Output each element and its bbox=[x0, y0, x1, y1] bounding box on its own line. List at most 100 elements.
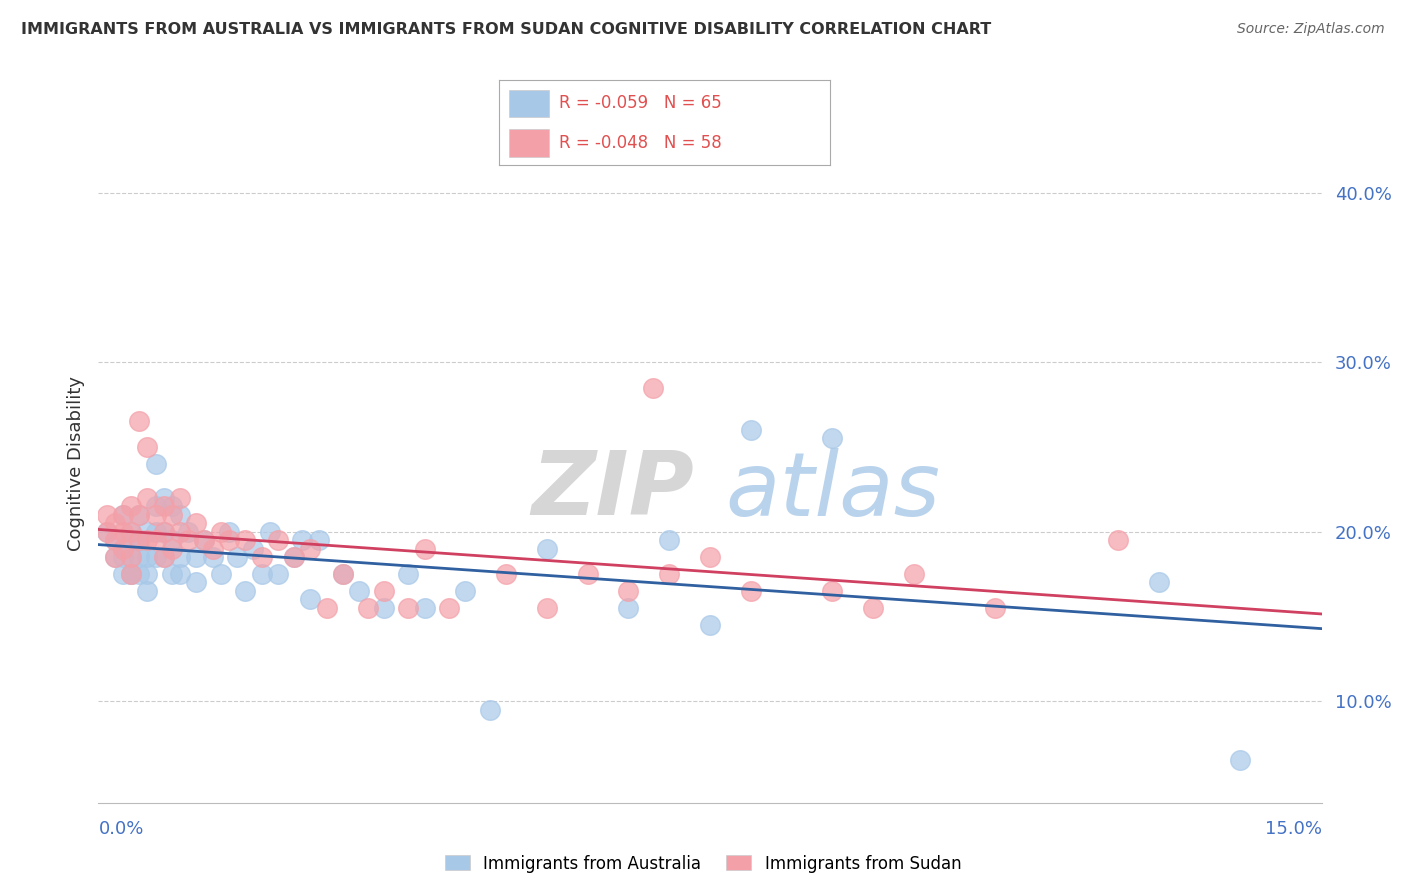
Point bbox=[699, 617, 721, 632]
Point bbox=[120, 549, 142, 565]
Point bbox=[699, 549, 721, 565]
Point bbox=[267, 567, 290, 582]
Point bbox=[111, 549, 134, 565]
Point bbox=[169, 549, 191, 565]
Point bbox=[186, 549, 208, 565]
Point bbox=[169, 567, 191, 582]
Text: R = -0.048   N = 58: R = -0.048 N = 58 bbox=[558, 134, 721, 152]
Point bbox=[160, 567, 183, 582]
Point bbox=[349, 583, 371, 598]
Point bbox=[250, 567, 273, 582]
Point bbox=[152, 524, 174, 539]
Point bbox=[396, 567, 419, 582]
Point bbox=[209, 524, 232, 539]
Point bbox=[145, 533, 167, 547]
Point bbox=[152, 500, 174, 514]
Point bbox=[193, 533, 215, 547]
Text: atlas: atlas bbox=[725, 448, 939, 534]
Point bbox=[120, 524, 142, 539]
Point bbox=[128, 533, 150, 547]
Point bbox=[437, 601, 460, 615]
Point bbox=[111, 541, 134, 556]
Point bbox=[136, 533, 159, 547]
Point bbox=[658, 533, 681, 547]
Point bbox=[120, 533, 142, 547]
Point bbox=[617, 601, 640, 615]
Point bbox=[259, 524, 281, 539]
Point bbox=[111, 508, 134, 522]
Point bbox=[96, 508, 118, 522]
Point bbox=[536, 601, 558, 615]
Point bbox=[136, 491, 159, 505]
Point bbox=[169, 508, 191, 522]
Point bbox=[104, 533, 127, 547]
Point bbox=[356, 601, 378, 615]
Point bbox=[136, 583, 159, 598]
Point bbox=[821, 432, 844, 446]
Point bbox=[267, 533, 290, 547]
Point bbox=[120, 567, 142, 582]
Point bbox=[984, 601, 1007, 615]
Point bbox=[96, 524, 118, 539]
Point bbox=[120, 549, 142, 565]
Point bbox=[160, 533, 183, 547]
Point bbox=[136, 524, 159, 539]
Text: R = -0.059   N = 65: R = -0.059 N = 65 bbox=[558, 95, 721, 112]
Point bbox=[104, 516, 127, 530]
Point bbox=[658, 567, 681, 582]
Point bbox=[242, 541, 264, 556]
Point bbox=[373, 583, 395, 598]
Point bbox=[104, 549, 127, 565]
Point bbox=[160, 500, 183, 514]
Point bbox=[308, 533, 330, 547]
Point bbox=[250, 549, 273, 565]
Point bbox=[177, 533, 200, 547]
Point bbox=[120, 524, 142, 539]
Point bbox=[193, 533, 215, 547]
Point bbox=[617, 583, 640, 598]
Bar bbox=[509, 89, 548, 117]
Point bbox=[226, 549, 249, 565]
Point bbox=[413, 541, 436, 556]
Point bbox=[233, 583, 256, 598]
Point bbox=[136, 567, 159, 582]
Point bbox=[233, 533, 256, 547]
Point bbox=[740, 423, 762, 437]
Point bbox=[413, 601, 436, 615]
Point bbox=[145, 549, 167, 565]
Point bbox=[186, 575, 208, 590]
Point bbox=[136, 440, 159, 454]
Point bbox=[218, 533, 240, 547]
Bar bbox=[509, 129, 548, 157]
Point bbox=[145, 508, 167, 522]
Point bbox=[903, 567, 925, 582]
Point bbox=[283, 549, 305, 565]
Point bbox=[152, 524, 174, 539]
Point bbox=[128, 567, 150, 582]
Point bbox=[111, 567, 134, 582]
Point bbox=[576, 567, 599, 582]
Point bbox=[177, 524, 200, 539]
Point bbox=[169, 491, 191, 505]
Point bbox=[1147, 575, 1170, 590]
Point bbox=[120, 567, 142, 582]
Text: ZIP: ZIP bbox=[531, 448, 693, 534]
Point bbox=[128, 508, 150, 522]
Point bbox=[291, 533, 314, 547]
Point bbox=[396, 601, 419, 615]
Point bbox=[152, 491, 174, 505]
Text: IMMIGRANTS FROM AUSTRALIA VS IMMIGRANTS FROM SUDAN COGNITIVE DISABILITY CORRELAT: IMMIGRANTS FROM AUSTRALIA VS IMMIGRANTS … bbox=[21, 22, 991, 37]
Point bbox=[145, 524, 167, 539]
Point bbox=[536, 541, 558, 556]
Point bbox=[111, 508, 134, 522]
Point bbox=[821, 583, 844, 598]
Point bbox=[283, 549, 305, 565]
Point bbox=[120, 567, 142, 582]
Point bbox=[332, 567, 354, 582]
Point bbox=[218, 524, 240, 539]
Point bbox=[145, 500, 167, 514]
Point bbox=[495, 567, 517, 582]
Point bbox=[209, 567, 232, 582]
Point bbox=[201, 549, 224, 565]
Point bbox=[160, 508, 183, 522]
